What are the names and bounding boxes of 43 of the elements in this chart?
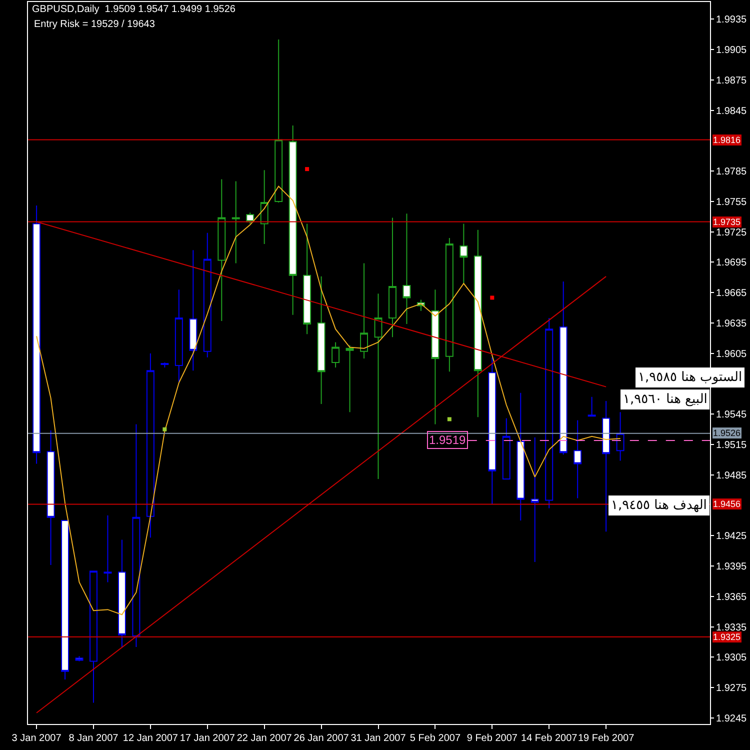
x-tick-label: 3 Jan 2007 bbox=[12, 733, 62, 744]
y-tick-label: 1.9695 bbox=[716, 258, 748, 269]
text: Entry Risk = 19529 / 19643 bbox=[34, 19, 156, 30]
y-tick-label: 1.9875 bbox=[716, 75, 748, 86]
x-tick-label: 9 Feb 2007 bbox=[466, 733, 518, 744]
ref-line-label: 1.9519 bbox=[429, 433, 466, 447]
x-tick-label: 5 Feb 2007 bbox=[410, 733, 461, 744]
x-tick-label: 12 Jan 2007 bbox=[122, 733, 178, 744]
y-tick-label: 1.9935 bbox=[716, 14, 748, 26]
y-tick-label: 1.9305 bbox=[716, 652, 748, 664]
y-tick-label: 1.9785 bbox=[716, 166, 748, 178]
x-tick-label: 31 Jan 2007 bbox=[350, 733, 406, 744]
ref-line-label: 1.9456 bbox=[713, 499, 741, 509]
x-tick-label: 22 Jan 2007 bbox=[236, 733, 292, 744]
annotation: البيع هنا ١,٩٥٦٠ bbox=[623, 392, 708, 407]
y-tick-label: 1.9335 bbox=[716, 622, 748, 634]
y-tick-label: 1.9605 bbox=[716, 348, 748, 360]
ref-line-label: 1.9735 bbox=[713, 217, 741, 227]
y-tick-label: 1.9485 bbox=[716, 470, 748, 482]
x-tick-label: 8 Jan 2007 bbox=[68, 733, 119, 744]
x-tick-label: 14 Feb 2007 bbox=[521, 733, 578, 744]
x-tick-label: 17 Jan 2007 bbox=[180, 733, 236, 744]
y-tick-label: 1.9905 bbox=[716, 45, 748, 56]
ref-line-label: 1.9816 bbox=[713, 135, 741, 145]
annotation: الهدف هنا ١,٩٤٥٥ bbox=[611, 498, 707, 513]
y-tick-label: 1.9425 bbox=[716, 531, 748, 542]
y-tick-label: 1.9725 bbox=[716, 227, 748, 238]
y-tick-label: 1.9845 bbox=[716, 106, 748, 117]
y-tick-label: 1.9365 bbox=[716, 592, 748, 603]
y-tick-label: 1.9755 bbox=[716, 196, 748, 208]
y-tick-label: 1.9275 bbox=[716, 683, 748, 694]
chart-title: GBPUSD,Daily 1.9509 1.9547 1.9499 1.9526 bbox=[32, 4, 236, 15]
ref-line-label: 1.9325 bbox=[713, 632, 741, 642]
text: الستوب هنا ١,٩٥٨٥ bbox=[638, 370, 742, 385]
y-tick-label: 1.9515 bbox=[716, 440, 748, 452]
y-tick-label: 1.9665 bbox=[716, 288, 748, 300]
y-tick-label: 1.9635 bbox=[716, 318, 748, 330]
y-tick-label: 1.9245 bbox=[716, 713, 748, 724]
y-tick-label: 1.9545 bbox=[716, 410, 748, 421]
x-tick-label: 19 Feb 2007 bbox=[578, 733, 635, 744]
ref-line-label: 1.9526 bbox=[713, 428, 741, 438]
x-tick-label: 26 Jan 2007 bbox=[294, 733, 350, 744]
y-tick-label: 1.9395 bbox=[716, 562, 748, 573]
